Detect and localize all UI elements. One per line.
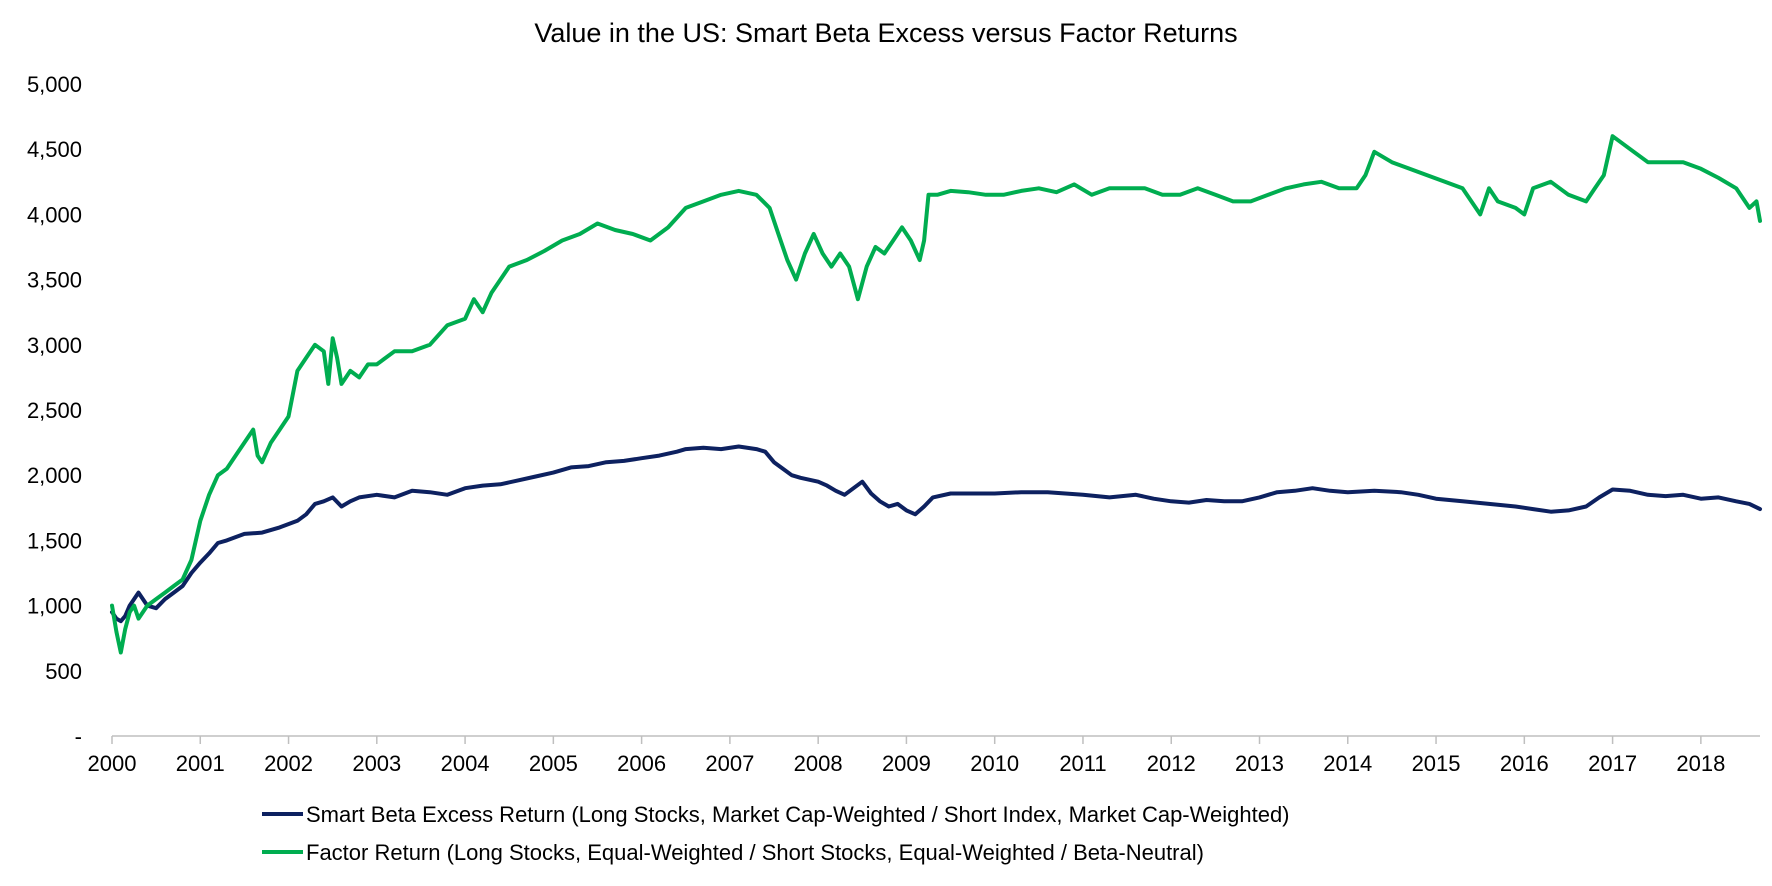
x-tick-label: 2006 xyxy=(617,751,666,776)
x-tick-label: 2007 xyxy=(705,751,754,776)
series-line-2 xyxy=(110,134,1762,655)
x-tick-label: 2000 xyxy=(88,751,137,776)
y-tick-label: 4,500 xyxy=(27,137,82,162)
x-tick-label: 2018 xyxy=(1676,751,1725,776)
y-tick-label: 3,000 xyxy=(27,333,82,358)
x-tick-label: 2015 xyxy=(1412,751,1461,776)
x-tick-label: 2008 xyxy=(794,751,843,776)
x-tick-label: 2012 xyxy=(1147,751,1196,776)
chart-title: Value in the US: Smart Beta Excess versu… xyxy=(534,18,1237,48)
series-line-1 xyxy=(110,444,1762,624)
x-tick-label: 2005 xyxy=(529,751,578,776)
x-tick-label: 2016 xyxy=(1500,751,1549,776)
y-tick-label: 3,500 xyxy=(27,268,82,293)
y-tick-label: 4,000 xyxy=(27,202,82,227)
x-tick-label: 2009 xyxy=(882,751,931,776)
x-tick-label: 2013 xyxy=(1235,751,1284,776)
legend: Smart Beta Excess Return (Long Stocks, M… xyxy=(262,802,1290,865)
x-tick-label: 2004 xyxy=(441,751,490,776)
x-axis-tick-labels: 2000 2001 2002 2003 2004 2005 2006 2007 2008 2009… xyxy=(88,751,1726,776)
x-tick-label: 2010 xyxy=(970,751,1019,776)
y-tick-label: 1,000 xyxy=(27,594,82,619)
x-tick-label: 2001 xyxy=(176,751,225,776)
y-tick-label: 500 xyxy=(45,659,82,684)
y-tick-label: 2,000 xyxy=(27,463,82,488)
x-axis xyxy=(111,735,1760,744)
y-tick-label: 1,500 xyxy=(27,528,82,553)
legend-label-1: Smart Beta Excess Return (Long Stocks, M… xyxy=(306,802,1290,827)
x-tick-label: 2014 xyxy=(1323,751,1372,776)
legend-label-2: Factor Return (Long Stocks, Equal-Weight… xyxy=(306,840,1204,865)
x-tick-label: 2011 xyxy=(1059,751,1106,776)
y-tick-label: 5,000 xyxy=(27,72,82,97)
series-lines xyxy=(110,134,1762,655)
x-tick-label: 2017 xyxy=(1588,751,1637,776)
y-axis-tick-labels: - 500 1,000 1,500 2,000 2,500 3,000 3,500 4,000 4… xyxy=(27,72,82,749)
y-tick-label: - xyxy=(75,724,82,749)
x-tick-label: 2003 xyxy=(352,751,401,776)
x-tick-label: 2002 xyxy=(264,751,313,776)
y-tick-label: 2,500 xyxy=(27,398,82,423)
